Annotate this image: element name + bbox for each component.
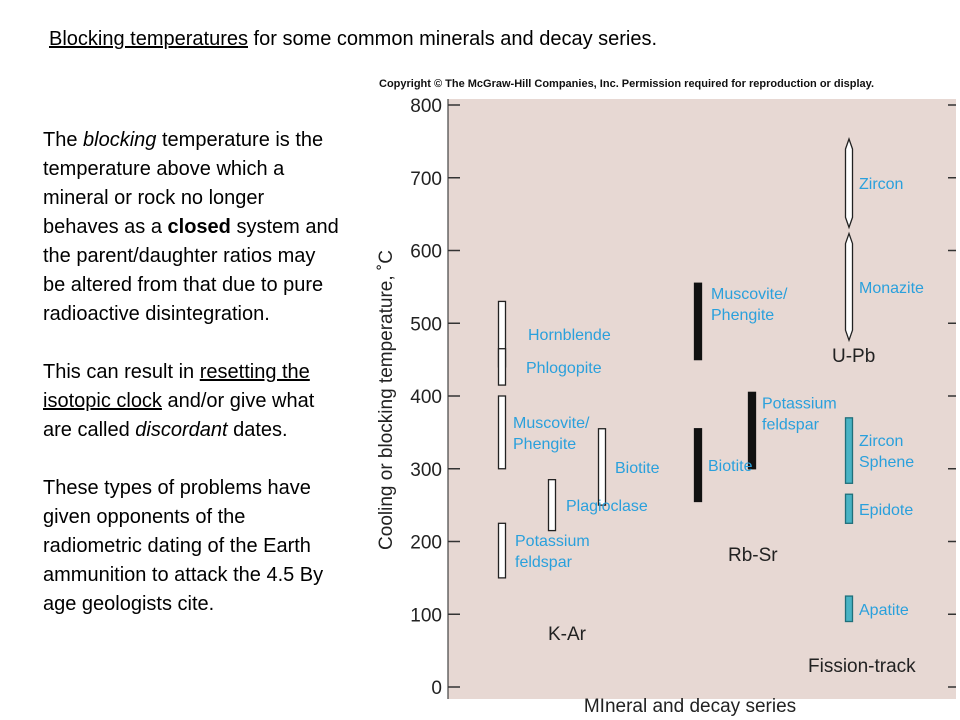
bar-label: Phlogopite [526, 360, 602, 377]
bar-label-line: Hornblende [528, 327, 611, 344]
bar-label-line: Biotite [615, 460, 660, 477]
bar-label: Biotite [708, 458, 753, 475]
series-label: U-Pb [832, 346, 875, 367]
range-bar [597, 428, 607, 506]
range-bar [547, 479, 557, 532]
paragraph-problems: These types of problems have given oppon… [43, 477, 324, 615]
bar-label-line: Biotite [708, 458, 753, 475]
text-run: blocking [83, 129, 157, 151]
paragraph-blocking: The blocking temperature is the temperat… [43, 126, 343, 329]
bar-label: Epidote [859, 502, 913, 519]
series-label: Fission-track [808, 656, 916, 677]
y-axis: 0 100 200 300 400 500 600 700 800 [410, 96, 956, 699]
x-axis-label: MIneral and decay series [584, 696, 796, 717]
text-run: temperature is the temperature above whi… [43, 129, 324, 238]
bar-label-line: Zircon [859, 176, 903, 193]
bar-label: Potassium feldspar [515, 533, 590, 571]
range-bar [693, 428, 703, 503]
bar-label-line: Phengite [711, 307, 774, 324]
bar-label-line: Muscovite/ [513, 415, 590, 432]
bar-label-line: feldspar [515, 554, 573, 571]
y-tick-label: 0 [431, 678, 442, 699]
explanation-text: The blocking temperature is the temperat… [43, 126, 343, 648]
page-title: Blocking temperatures for some common mi… [49, 28, 657, 51]
text-run: closed [167, 216, 231, 238]
bar-label: Monazite [859, 280, 924, 297]
series-rb-sr: Muscovite/Phengite Potassium feldspar Bioti… [693, 282, 837, 566]
range-bar [747, 391, 757, 470]
bar-label-line: Phlogopite [526, 360, 602, 377]
bar-label-line: Muscovite/ [711, 286, 788, 303]
bar-label-line: Monazite [859, 280, 924, 297]
bar-label-line: Potassium [515, 533, 590, 550]
bar-label-line: Zircon [859, 433, 903, 450]
bar-label: Potassium feldspar [762, 395, 837, 433]
range-bar [497, 395, 507, 470]
text-run: and/or give what are called [43, 390, 315, 441]
range-bar [844, 417, 854, 484]
bar-label-line: Plagioclase [566, 498, 648, 515]
y-tick-label: 100 [410, 605, 442, 626]
bar-label: Zircon [859, 176, 903, 193]
series-label: K-Ar [548, 624, 587, 645]
paragraph-resetting: This can result in resetting the isotopi… [43, 358, 343, 445]
bar-label: Biotite [615, 460, 660, 477]
bar-label: Muscovite/Phengite [513, 415, 590, 453]
series-label: Rb-Sr [728, 545, 778, 566]
text-run: This can result in [43, 361, 200, 383]
bar-label-line: Epidote [859, 502, 913, 519]
y-tick-label: 300 [410, 460, 442, 481]
range-bar [844, 231, 854, 343]
y-tick-label: 500 [410, 314, 442, 335]
bar-label-line: Phengite [513, 436, 576, 453]
range-bar [844, 137, 854, 230]
series-k-ar: Hornblende Phlogopite Muscovite/Phengite Bi… [497, 300, 660, 645]
bar-label-line: Apatite [859, 602, 909, 619]
chart-panel [448, 99, 956, 699]
text-run: resetting the isotopic clock [43, 361, 310, 412]
bar-label: Zircon Sphene [859, 433, 914, 471]
text-run: The [43, 129, 84, 151]
text-run: discordant [135, 419, 228, 441]
bar-label-line: feldspar [762, 416, 820, 433]
y-tick-label: 400 [410, 387, 442, 408]
series-u-pb: Zircon Monazite U-Pb [832, 137, 924, 367]
bar-label: Muscovite/Phengite [711, 286, 788, 324]
bar-label: Apatite [859, 602, 909, 619]
title-rest: for some common minerals and decay serie… [247, 28, 658, 50]
copyright-notice: Copyright © The McGraw-Hill Companies, I… [379, 78, 874, 90]
title-link: Blocking temperatures [49, 28, 248, 50]
text-run: system and the parent/daughter ratios ma… [43, 216, 339, 325]
bar-label-line: Sphene [859, 454, 914, 471]
range-bar [497, 522, 507, 579]
y-tick-label: 700 [410, 169, 442, 190]
series-fission-track: Zircon Sphene Epidote Apatite Fission-track [808, 417, 916, 677]
bar-label: Hornblende [528, 327, 611, 344]
bar-label: Plagioclase [566, 498, 648, 515]
range-bar [844, 595, 854, 623]
bar-label-line: Potassium [762, 395, 837, 412]
y-tick-label: 200 [410, 533, 442, 554]
text-run: dates. [227, 419, 288, 441]
chart-marks: Hornblende Phlogopite Muscovite/Phengite Bi… [497, 137, 924, 677]
range-bar [844, 493, 854, 524]
y-tick-label: 600 [410, 242, 442, 263]
range-bar [497, 348, 507, 386]
y-tick-label: 800 [410, 96, 442, 117]
range-bar [693, 282, 703, 361]
y-axis-label: Cooling or blocking temperature, ˚C [376, 250, 397, 550]
